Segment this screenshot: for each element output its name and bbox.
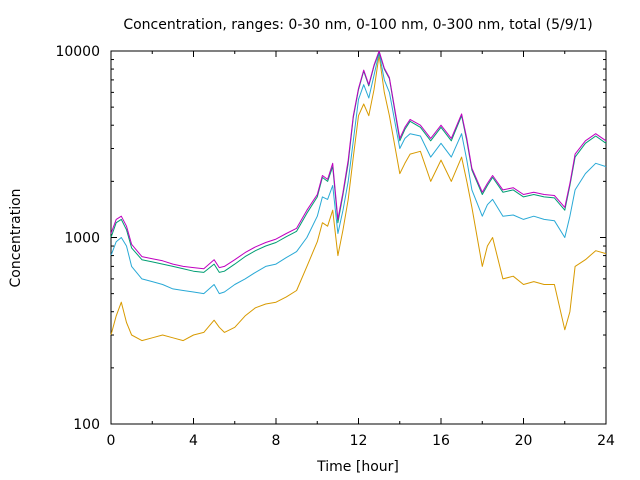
series-line-4 [110, 50, 607, 270]
x-axis-label: Time [hour] [316, 459, 399, 475]
series-line-3 [110, 51, 607, 273]
y-tick-label: 10000 [55, 44, 100, 60]
series-line-1 [110, 54, 607, 342]
chart-title: Concentration, ranges: 0-30 nm, 0-100 nm… [123, 17, 592, 33]
x-tick-label: 8 [272, 433, 281, 449]
series-line-2 [110, 52, 607, 295]
tick-layer: 0 4 8 12 16 20 24 100 1000 10000 [55, 44, 615, 449]
y-tick-label: 100 [73, 417, 100, 433]
x-tick-label: 0 [107, 433, 116, 449]
y-axis-label: Concentration [8, 188, 24, 287]
series-layer [110, 50, 607, 342]
x-tick-label: 12 [350, 433, 368, 449]
x-tick-label: 16 [432, 433, 450, 449]
x-tick-label: 4 [189, 433, 198, 449]
y-tick-label: 1000 [64, 231, 100, 247]
x-tick-label: 20 [515, 433, 533, 449]
plot-frame [110, 50, 607, 425]
x-tick-label: 24 [597, 433, 615, 449]
